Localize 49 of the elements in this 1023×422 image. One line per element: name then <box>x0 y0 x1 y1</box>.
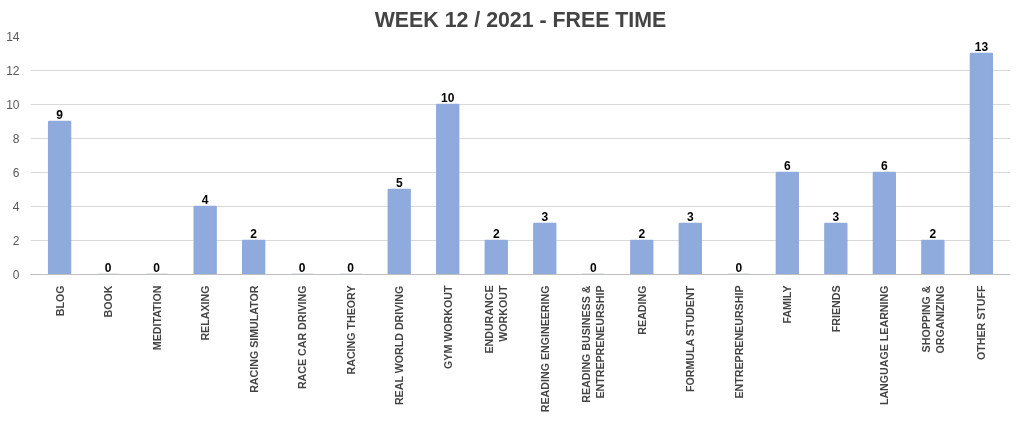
x-tick-label: REAL WORLD DRIVING <box>393 285 406 406</box>
data-label: 2 <box>250 226 258 241</box>
x-tick-label: MEDITATION <box>150 285 163 351</box>
y-tick-label: 2 <box>12 234 20 248</box>
data-label: 2 <box>929 226 937 241</box>
data-label: 0 <box>298 260 306 275</box>
x-tick-label: RACING THEORY <box>344 285 357 375</box>
y-tick-label: 12 <box>6 64 20 78</box>
x-tick-label: BLOG <box>53 285 66 317</box>
y-tick-label: 6 <box>12 166 20 180</box>
data-label: 3 <box>686 209 694 224</box>
x-tick-label: RACE CAR DRIVING <box>296 285 309 390</box>
x-tick-label: RELAXING <box>199 285 212 341</box>
data-label: 0 <box>589 260 597 275</box>
y-tick-label: 14 <box>6 30 20 44</box>
x-tick-label: FRIENDS <box>829 285 842 333</box>
data-label: 6 <box>783 158 791 173</box>
data-label: 2 <box>638 226 646 241</box>
x-tick-label: ENTREPRENEURSHIP <box>732 285 745 399</box>
y-tick-label: 8 <box>12 132 20 146</box>
data-label: 0 <box>735 260 743 275</box>
data-label: 9 <box>56 107 64 122</box>
x-tick-label: READING <box>635 285 648 335</box>
data-label: 6 <box>881 158 889 173</box>
data-label: 10 <box>441 90 455 105</box>
data-label: 13 <box>974 39 989 54</box>
data-label: 2 <box>492 226 500 241</box>
x-tick-label: ENDURANCE WORKOUT <box>483 285 510 354</box>
data-label: 0 <box>153 260 161 275</box>
x-tick-label: FAMILY <box>781 285 794 324</box>
data-label: 4 <box>201 192 209 207</box>
x-tick-label: RACING SIMULATOR <box>247 285 260 393</box>
y-tick-label: 10 <box>6 98 20 112</box>
chart-title: WEEK 12 / 2021 - FREE TIME <box>374 7 667 32</box>
y-tick-label: 0 <box>12 268 20 282</box>
x-tick-label: FORMULA STUDENT <box>684 285 697 393</box>
data-label: 0 <box>347 260 355 275</box>
data-label: 0 <box>104 260 112 275</box>
x-tick-label: READING BUSINESS & ENTREPRENEURSHIP <box>580 285 607 403</box>
x-tick-label: SHOPPING & ORGANIZING <box>919 285 947 354</box>
data-label: 3 <box>832 209 840 224</box>
x-tick-label: GYM WORKOUT <box>441 285 454 369</box>
x-tick-label: LANGUAGE LEARNING <box>878 285 891 406</box>
x-tick-label: BOOK <box>102 285 115 318</box>
data-label: 5 <box>395 175 403 190</box>
x-tick-label: READING ENGINEERING <box>538 285 551 413</box>
y-tick-label: 4 <box>12 200 20 214</box>
x-tick-label: OTHER STUFF <box>975 285 988 361</box>
data-label: 3 <box>541 209 549 224</box>
